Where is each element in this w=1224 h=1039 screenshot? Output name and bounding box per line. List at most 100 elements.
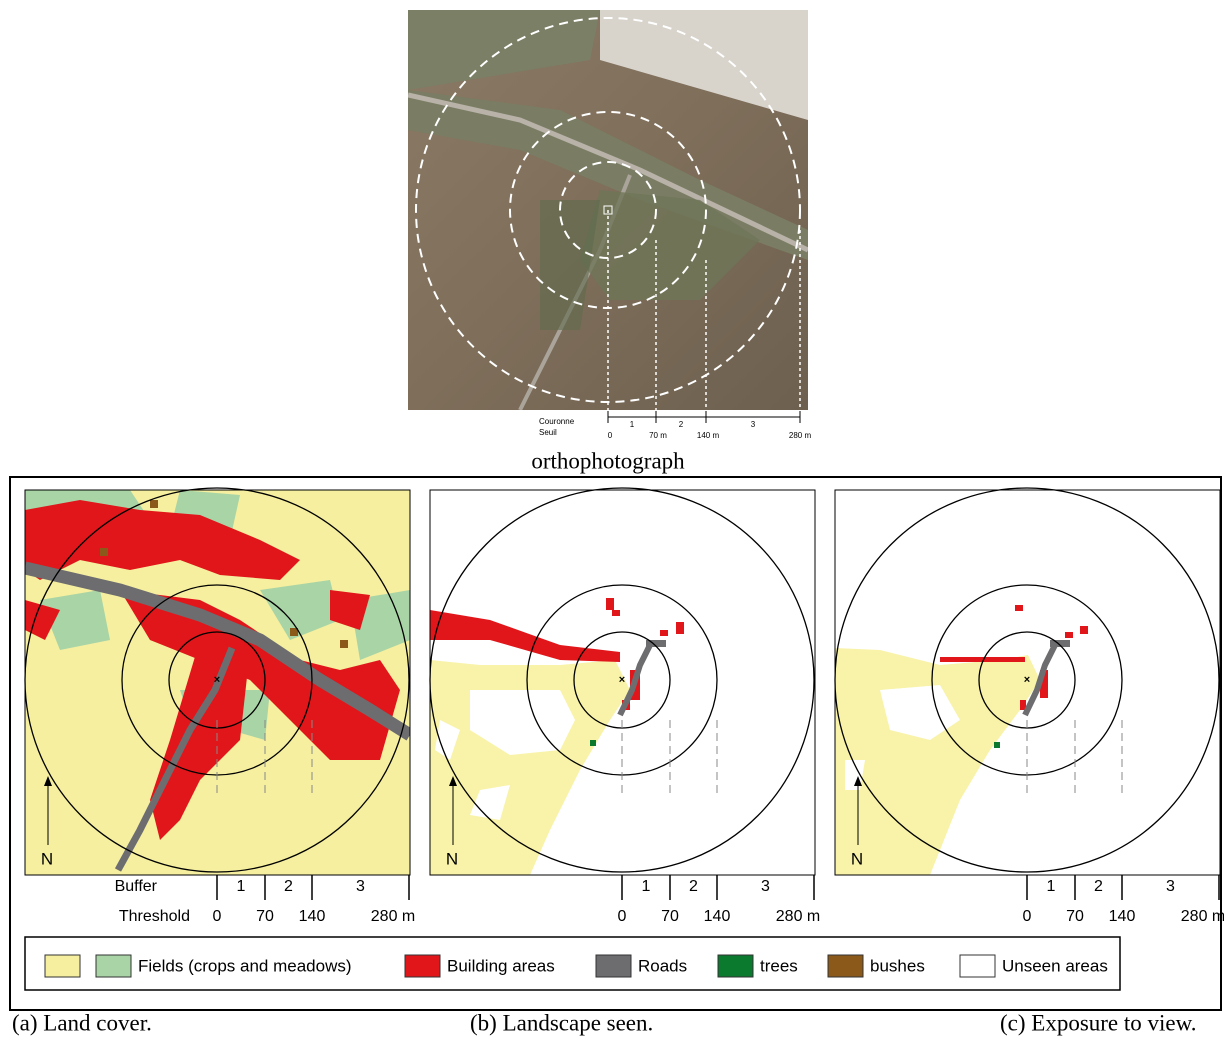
legend-label: Roads [638,956,687,975]
caption: (c) Exposure to view. [1000,1010,1197,1035]
map-shape [1015,605,1023,611]
legend-label: bushes [870,956,925,975]
scale-row-label: Threshold [119,908,190,925]
center-mark: × [214,674,220,686]
map-shape [660,630,668,636]
map-shape [430,610,620,662]
legend-swatch [404,954,441,978]
legend-label: Building areas [447,956,555,975]
scale-threshold: 140 [1109,908,1136,925]
legend-swatch [717,954,754,978]
map-shape [600,10,808,120]
caption: (a) Land cover. [12,1010,152,1035]
caption: (b) Landscape seen. [470,1010,653,1035]
map-shape [114,646,236,872]
map-shape [290,628,298,636]
scale-buffer: 3 [1166,878,1175,895]
legend-label: Unseen areas [1002,956,1108,975]
scale-buffer: 2 [689,878,698,895]
frame [9,476,1222,1011]
map-shape [260,580,340,640]
scale-row-label: Couronne [539,417,575,426]
center-mark: × [1024,674,1030,686]
scale-buffer: 1 [1047,878,1056,895]
scale-threshold: 70 m [649,431,667,440]
map-shape [330,590,370,630]
scale-threshold: 70 [661,908,679,925]
map-exposure [835,490,1220,875]
scale-buffer: 3 [356,878,365,895]
map-shape [540,200,600,330]
scale-buffer: 1 [237,878,246,895]
scale-threshold: 140 [704,908,731,925]
scale-threshold: 140 m [697,431,720,440]
scale-threshold: 0 [1023,908,1032,925]
legend-swatch [959,954,996,978]
scale-row-label: Buffer [115,878,158,895]
map-shape [25,561,410,741]
scale-threshold: 70 [256,908,274,925]
map-shape [940,657,1025,662]
map-shape [646,640,666,647]
map-shape [580,190,760,300]
map-shape [1065,632,1073,638]
orthophoto-scale: Couronne Seuil 1 2 3 0 70 m 140 m 280 m [530,411,820,441]
map-shape [607,210,801,410]
map-shape [603,205,613,215]
map-shape [994,742,1000,748]
map-shape [150,640,250,840]
legend-swatch [44,954,81,978]
center-mark: × [619,674,625,686]
scale-background [530,411,820,441]
map-shape [25,500,400,840]
map-shape [1020,700,1026,710]
map-shape [1040,670,1048,698]
map-shape [590,740,596,746]
map-shape [617,643,653,717]
map-shape [120,590,400,760]
scale-threshold: 70 [1066,908,1084,925]
scale-threshold: 280 m [1181,908,1224,925]
scale-buffer: 3 [751,420,756,429]
scale-buffer: 3 [761,878,770,895]
map-shape [100,548,108,556]
map-shape [408,10,600,90]
map-shape [470,785,510,820]
map-shape [150,500,158,508]
north-label: N [851,849,863,868]
scale-row-label: Seuil [539,428,557,437]
legend-swatch [595,954,632,978]
buffer-circle [834,487,1220,873]
map-shape [612,610,620,616]
legend: Fields (crops and meadows) Building areas… [24,936,1121,991]
scale-threshold: 0 [608,431,613,440]
caption: orthophotograph [531,448,685,473]
scale-threshold: 280 m [776,908,820,925]
scale-threshold: 280 m [789,431,812,440]
map-shape [435,720,460,760]
map-shape [100,500,348,648]
scale-buffer: 2 [284,878,293,895]
scale-buffer: 2 [679,420,684,429]
map-shape [880,685,960,740]
scale-threshold: 280 m [371,908,415,925]
orthophoto [408,10,808,410]
scale-threshold: 0 [618,908,627,925]
map-shape [40,590,110,650]
map-shape [1022,643,1058,717]
map-shape [24,936,1121,991]
north-arrowhead [854,776,862,786]
scale-buffer: 1 [642,878,651,895]
north-arrowhead [44,776,52,786]
map-shape [340,640,348,648]
scale-buffer: 1 [630,420,635,429]
legend-label: Fields (crops and meadows) [138,956,352,975]
north-label: N [446,849,458,868]
north-label: N [41,849,53,868]
map-shape [470,690,575,755]
map-shape [1050,640,1070,647]
scale-threshold: 140 [299,908,326,925]
legend-swatch [95,954,132,978]
panel-overlays: × N Buffer Threshold 1 2 3 0 70 140 280 m (a) Land … [12,487,1224,1035]
